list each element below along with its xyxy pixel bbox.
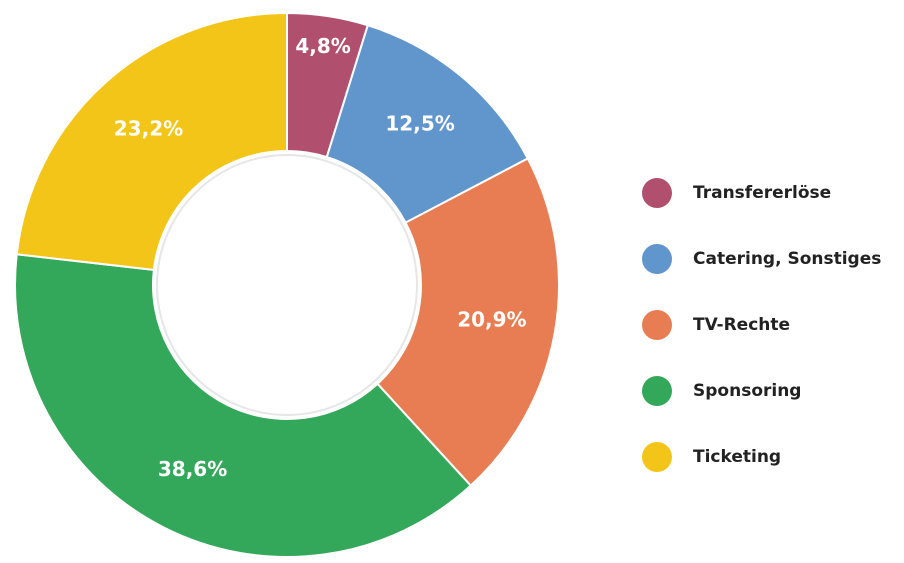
legend-marker	[642, 310, 672, 340]
legend-label: Sponsoring	[693, 381, 801, 401]
legend-label: Transfererlöse	[693, 183, 831, 203]
slice	[14, 253, 473, 558]
slice	[376, 157, 560, 488]
slice	[325, 24, 530, 225]
legend-label: Ticketing	[693, 447, 781, 467]
value-label: 20,9%	[457, 307, 526, 331]
value-label: 23,2%	[114, 116, 183, 140]
inner-ring	[156, 154, 418, 416]
legend-marker	[642, 178, 672, 208]
legend-label: TV-Rechte	[693, 315, 790, 335]
value-label: 38,6%	[158, 457, 227, 481]
value-label: 12,5%	[385, 112, 454, 136]
value-label: 4,8%	[295, 34, 350, 58]
legend-label: Catering, Sonstiges	[693, 249, 881, 269]
legend-marker	[642, 442, 672, 472]
legend-marker	[642, 376, 672, 406]
slice	[15, 11, 288, 271]
legend-marker	[642, 244, 672, 274]
